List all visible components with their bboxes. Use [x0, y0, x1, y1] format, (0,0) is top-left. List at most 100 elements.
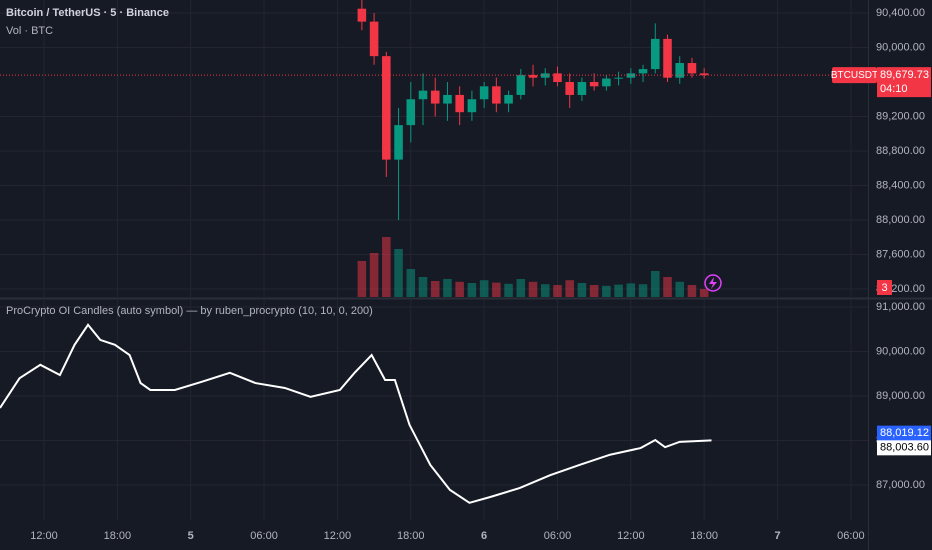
candle-body	[553, 73, 562, 83]
y-tick-label: 88,800.00	[876, 145, 925, 157]
y-tick-label: 90,000.00	[876, 41, 925, 53]
volume-bar	[443, 279, 452, 297]
lightning-bolt	[709, 277, 717, 289]
volume-bar	[614, 284, 623, 297]
y-tick-label: 87,600.00	[876, 248, 925, 260]
volume-bar	[357, 261, 367, 297]
candle-body	[406, 99, 416, 126]
x-tick-label: 12:00	[617, 530, 645, 542]
candle-body	[651, 38, 660, 70]
volume-bar	[406, 269, 416, 297]
volume-bar	[479, 280, 489, 297]
value-marker-label: 88,019.12	[880, 427, 929, 439]
volume-bar	[492, 282, 501, 297]
x-tick-label: 12:00	[30, 530, 58, 542]
volume-bar	[553, 285, 562, 297]
series-line	[0, 323, 712, 504]
alert-badge-label: 3	[881, 282, 887, 294]
volume-bar	[516, 279, 526, 297]
value-marker	[877, 425, 931, 441]
pane	[0, 300, 868, 520]
volume-bar	[418, 277, 428, 297]
candle-body	[394, 125, 403, 160]
x-tick-label: 5	[188, 530, 194, 542]
candle-body	[589, 82, 599, 87]
lightning-icon[interactable]	[704, 274, 722, 292]
candle-body	[614, 77, 623, 79]
volume-bar	[455, 281, 464, 297]
volume-bar	[467, 283, 477, 297]
value-marker	[877, 440, 931, 456]
candle-body	[418, 90, 428, 100]
volume-bar	[528, 281, 538, 297]
y-tick-label: 88,000.00	[876, 214, 925, 226]
y-tick-label: 89,000.00	[876, 390, 925, 402]
candle-body	[602, 78, 611, 87]
volume-bar	[394, 249, 403, 297]
x-tick-label: 18:00	[104, 530, 132, 542]
y-tick-label: 90,000.00	[876, 345, 925, 357]
price-tag-label: 89,679.73	[880, 69, 929, 81]
pane	[0, 0, 868, 297]
volume-bar	[687, 285, 697, 297]
indicator-title: ProCrypto OI Candles (auto symbol) — by …	[6, 305, 373, 317]
candle-body	[382, 56, 391, 160]
x-tick-label: 12:00	[324, 530, 352, 542]
candle-body	[455, 94, 464, 113]
volume-bar	[663, 277, 672, 297]
candle-body	[492, 86, 501, 104]
volume-bar	[675, 281, 685, 297]
candle-body	[467, 99, 477, 113]
value-marker-label: 88,003.60	[880, 442, 929, 454]
volume-bar	[369, 253, 379, 297]
x-tick-label: 18:00	[690, 530, 718, 542]
x-tick-label: 06:00	[250, 530, 278, 542]
symbol-title: Bitcoin / TetherUS · 5 · Binance	[6, 7, 169, 19]
candle-body	[516, 75, 526, 95]
candle-body	[687, 63, 697, 74]
candle-body	[565, 82, 574, 95]
y-tick-label: 89,200.00	[876, 110, 925, 122]
volume-bar	[651, 271, 660, 297]
price-tag	[877, 67, 931, 98]
volume-bar	[430, 281, 440, 297]
x-tick-label: 18:00	[397, 530, 425, 542]
y-tick-label: 87,000.00	[876, 479, 925, 491]
y-tick-label: 88,400.00	[876, 179, 925, 191]
candle-body	[528, 75, 538, 78]
volume-bar	[638, 284, 648, 297]
x-tick-label: 06:00	[837, 530, 865, 542]
candle-body	[443, 94, 452, 104]
symbol-tag	[832, 67, 877, 84]
volume-bar	[504, 283, 513, 297]
alert-badge	[877, 280, 892, 295]
volume-bar	[589, 285, 599, 297]
candle-body	[479, 86, 489, 100]
countdown-label: 04:10	[880, 83, 908, 95]
candle-body	[430, 90, 440, 104]
symbol-tag-label: BTCUSDT	[831, 70, 878, 81]
candle-body	[577, 82, 587, 95]
candle-body	[540, 73, 550, 78]
volume-legend: Vol · BTC	[6, 25, 53, 37]
volume-bar	[577, 283, 587, 297]
y-tick-label: 90,400.00	[876, 7, 925, 19]
candle-body	[638, 69, 648, 74]
y-tick-label: 91,000.00	[876, 301, 925, 313]
candle-body	[357, 8, 367, 22]
volume-bar	[602, 285, 611, 297]
candle-body	[504, 94, 513, 104]
candle-body	[663, 38, 672, 78]
volume-bar	[699, 289, 709, 297]
x-tick-label: 06:00	[544, 530, 572, 542]
x-tick-label: 7	[774, 530, 780, 542]
volume-bar	[626, 283, 636, 297]
x-tick-label: 6	[481, 530, 487, 542]
candle-body	[675, 63, 685, 78]
candle-body	[699, 73, 709, 76]
volume-bar	[382, 237, 391, 297]
